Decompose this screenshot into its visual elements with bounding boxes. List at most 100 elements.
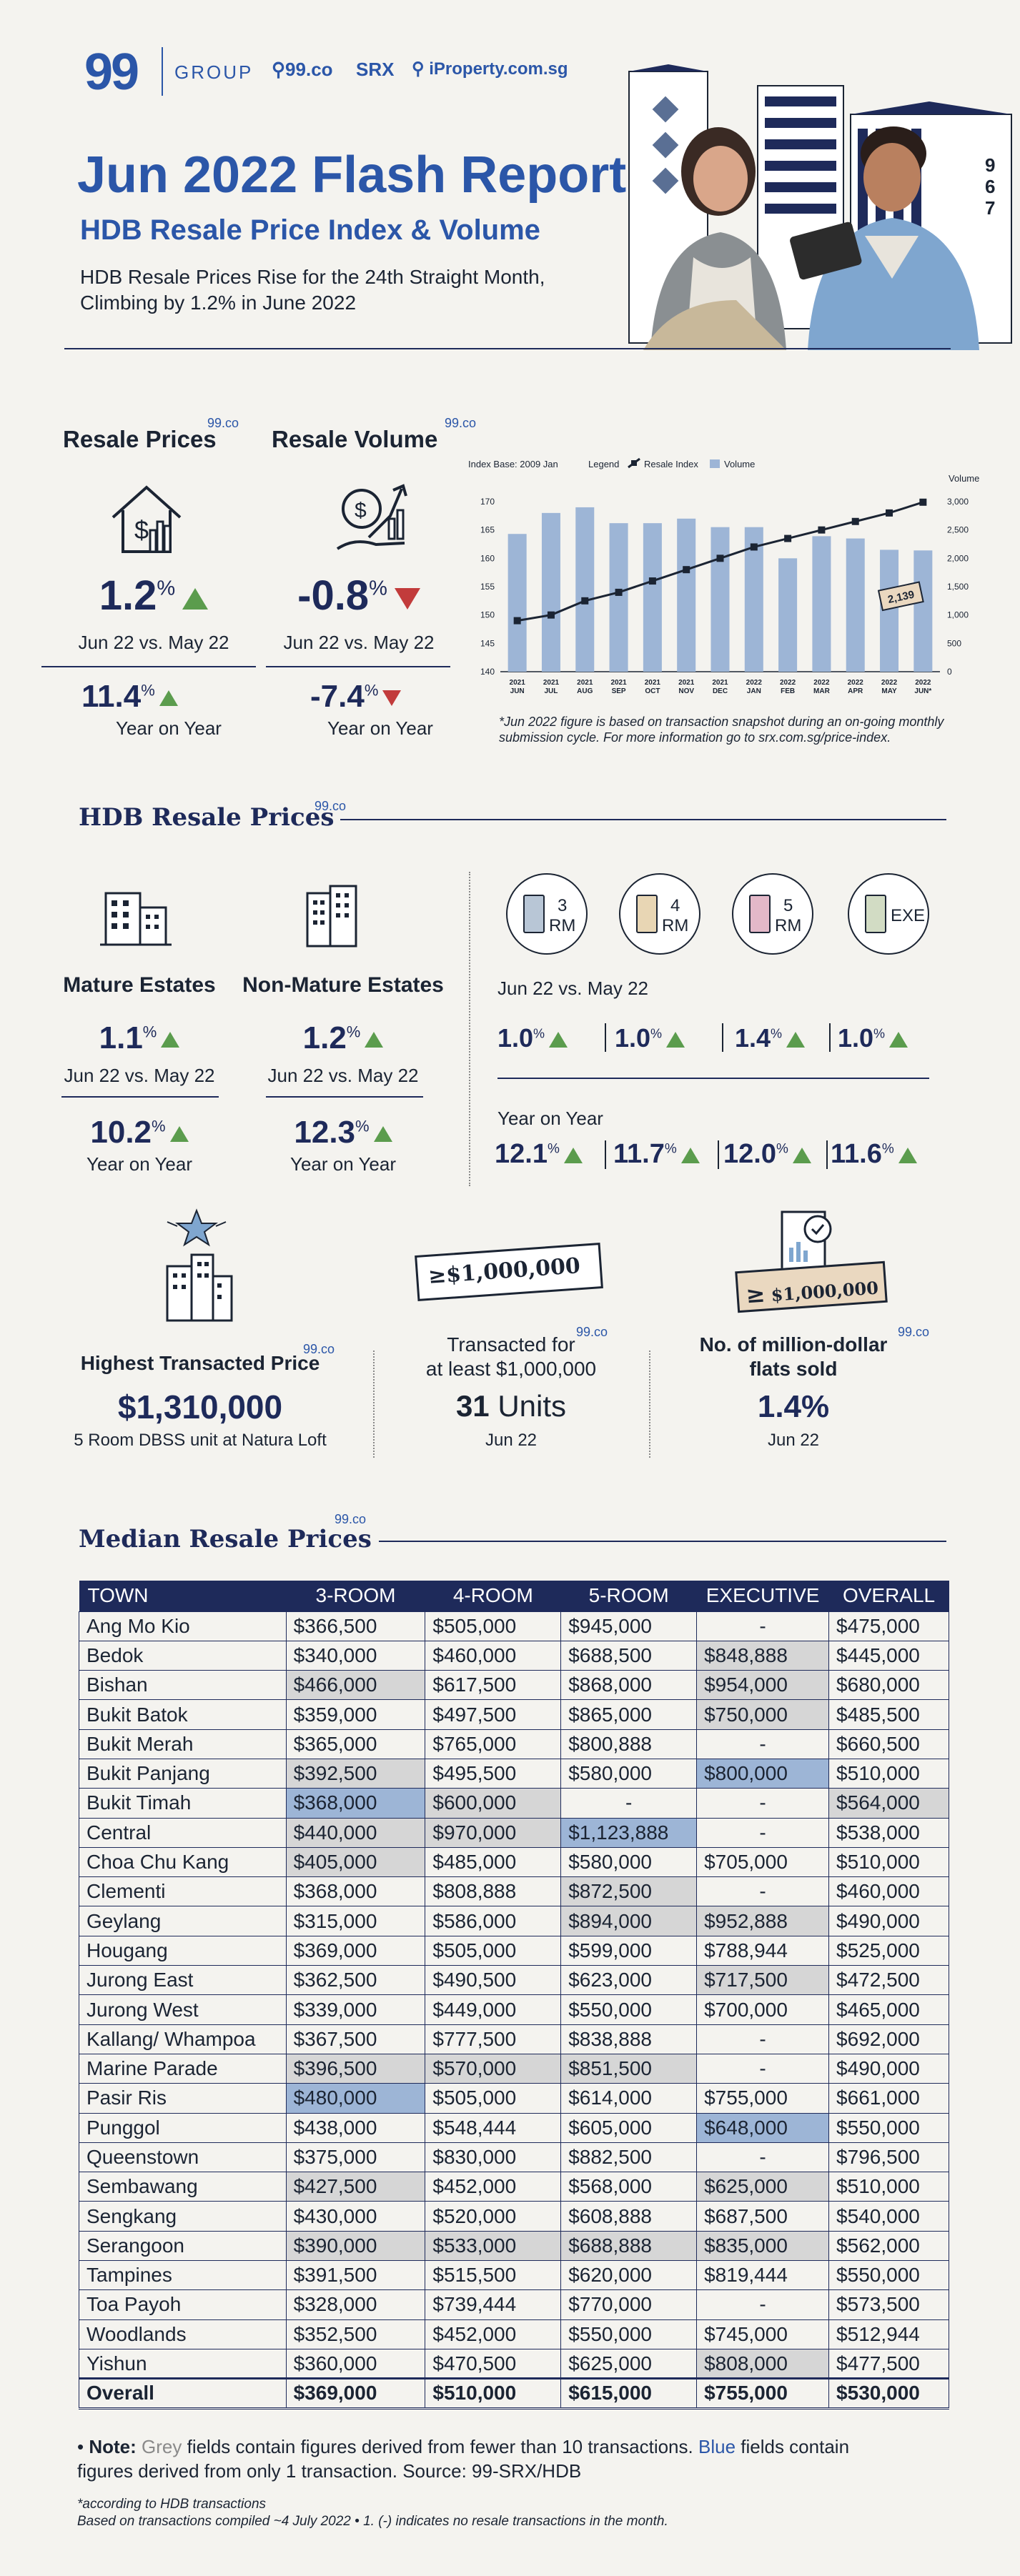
x-tick-year: 2022 [813, 679, 830, 687]
cell-4room: $533,000 [425, 2230, 562, 2262]
cell-overall: $550,000 [828, 2260, 949, 2291]
up-arrow-icon [680, 1147, 700, 1163]
cell-town: Jurong West [79, 1994, 287, 2025]
cell-town: Bukit Merah [79, 1729, 287, 1759]
star-building-icon [166, 1208, 233, 1322]
legend-resale-index: Resale Index [644, 459, 698, 469]
cell-executive: $717,500 [696, 1965, 830, 1996]
table-row: Bedok $340,000 $460,000 $688,500 $848,888 $44… [79, 1640, 949, 1671]
cell-town: Bukit Panjang [79, 1758, 287, 1789]
cell-overall: $445,000 [828, 1640, 949, 1671]
cell-5room: $894,000 [560, 1906, 698, 1936]
resale-prices-yoy: 11.4% [81, 679, 178, 715]
mature-yoy: 10.2% [50, 1115, 229, 1150]
cell-3room: $375,000 [285, 2142, 426, 2173]
cell-3room: $360,000 [285, 2348, 426, 2379]
cell-town: Kallang/ Whampoa [79, 2024, 287, 2054]
resale-volume-title: Resale Volume [272, 426, 438, 452]
cell-executive: $848,888 [696, 1640, 830, 1671]
cell-5room: $945,000 [560, 1611, 698, 1641]
resale-index-point [648, 577, 656, 585]
logo-divider [162, 47, 163, 96]
hdb-resale-title: HDB Resale Prices [79, 803, 335, 832]
cell-executive: - [696, 1611, 830, 1641]
x-tick-year: 2021 [577, 679, 593, 687]
resale-index-point [716, 555, 724, 562]
cell-5room: $550,000 [560, 1994, 698, 2025]
door-icon [636, 895, 658, 933]
cell-executive: $755,000 [696, 2083, 830, 2114]
up-arrow-icon [182, 587, 209, 610]
room-4-circle: 4 RM [619, 873, 700, 955]
foot-1: *according to HDB transactions [77, 2497, 267, 2512]
cell-3room: $328,000 [285, 2289, 426, 2320]
resale-index-point [750, 543, 758, 551]
cell-executive: $788,944 [696, 1935, 830, 1966]
up-arrow-icon [792, 1147, 811, 1163]
svg-text:$: $ [134, 515, 149, 544]
cell-5room: $615,000 [560, 2377, 698, 2410]
cell-3room: $315,000 [285, 1906, 426, 1936]
resale-prices-yoy-label: Year on Year [116, 717, 222, 739]
table-row: Bukit Timah $368,000 $600,000- - $564,000 [79, 1788, 949, 1819]
cell-3room: $367,500 [285, 2024, 426, 2054]
up-arrow-icon [889, 1032, 908, 1048]
cell-town: Overall [79, 2377, 287, 2410]
room-exe-circle: EXE [848, 873, 929, 955]
logo-99co: ⚲99.co [272, 59, 333, 80]
cell-overall: $660,500 [828, 1729, 949, 1759]
cell-executive: $819,444 [696, 2260, 830, 2291]
house-money-icon: $ [112, 485, 182, 553]
cell-overall: $538,000 [828, 1817, 949, 1848]
x-tick-month: JUL [545, 687, 558, 695]
logo-srx: SRX [356, 59, 395, 80]
up-arrow-icon [563, 1147, 583, 1163]
cell-5room: $625,000 [560, 2348, 698, 2379]
volume-bar [507, 534, 527, 672]
x-tick-month: DEC [713, 687, 728, 695]
table-row: Queenstown $375,000 $830,000 $882,500- $796,… [79, 2142, 949, 2173]
cell-town: Bishan [79, 1670, 287, 1701]
col-3room: 3-ROOM [286, 1581, 425, 1611]
col-town: TOWN [79, 1581, 287, 1611]
volume-bar [677, 518, 696, 672]
cell-4room: $497,500 [425, 1699, 562, 1730]
cell-executive: $687,500 [696, 2201, 830, 2232]
room-4-yoy: 11.7% [613, 1139, 700, 1170]
resale-index-point [919, 498, 927, 506]
volume-bar [643, 523, 662, 672]
million-badge: ≥$1,000,000 [415, 1243, 603, 1301]
volume-bar [812, 536, 831, 672]
vertical-divider [373, 1351, 375, 1458]
cell-town: Punggol [79, 2112, 287, 2143]
tag-99co: 99.co [335, 1512, 367, 1526]
table-row: Yishun $360,000 $470,500 $625,000 $808,000 $4… [79, 2348, 949, 2379]
cell-5room: $580,000 [560, 1758, 698, 1789]
cell-town: Choa Chu Kang [79, 1846, 287, 1878]
table-row: Bukit Panjang $392,500 $495,500 $580,000 $80… [79, 1758, 949, 1789]
room-3-circle: 3 RM [506, 873, 588, 955]
up-arrow-icon [365, 1032, 384, 1048]
door-icon [865, 895, 886, 933]
resale-index-point [683, 566, 690, 574]
cell-overall: $460,000 [828, 1876, 949, 1907]
cell-overall: $510,000 [828, 1758, 949, 1789]
table-row: Sengkang $430,000 $520,000 $608,888 $687,500… [79, 2201, 949, 2232]
x-tick-year: 2022 [746, 679, 763, 687]
cell-5room: $851,500 [560, 2053, 698, 2084]
cell-divider [718, 1140, 719, 1169]
mature-mom: 1.1% [50, 1020, 229, 1056]
table-row: Clementi $368,000 $808,888 $872,500- $460,00… [79, 1876, 949, 1907]
vertical-divider [649, 1351, 650, 1458]
x-tick-month: AUG [577, 687, 593, 695]
cell-3room: $365,000 [285, 1729, 426, 1759]
room-3-yoy: 12.1% [495, 1139, 583, 1170]
cell-divider [605, 1023, 606, 1052]
divider [497, 1078, 929, 1079]
resale-volume-yoy-label: Year on Year [327, 717, 433, 739]
cell-3room: $430,000 [285, 2201, 426, 2232]
volume-bar [846, 538, 865, 672]
y2-tick-label: 2,500 [947, 525, 969, 535]
down-arrow-icon [382, 690, 402, 707]
cell-5room: $580,000 [560, 1846, 698, 1878]
